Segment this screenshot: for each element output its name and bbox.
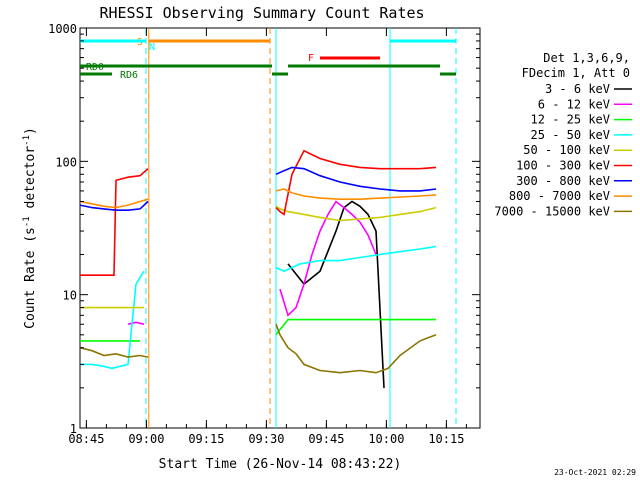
- legend-label-7: 800 - 7000 keV: [509, 189, 610, 203]
- series-7-segment-1: [275, 188, 437, 200]
- y-label-part-1: Count Rate (s: [23, 227, 38, 329]
- legend-label-8: 7000 - 15000 keV: [494, 204, 610, 218]
- x-tick-label-6: 10:15: [428, 432, 464, 446]
- x-tick-label-4: 09:45: [308, 432, 344, 446]
- bars-and-markers: SNFRD0RD6: [80, 28, 457, 428]
- series-2-segment-1: [275, 318, 436, 336]
- x-tick-label-2: 09:15: [188, 432, 224, 446]
- y-label-part-2: detector: [23, 146, 38, 217]
- series-layer: [79, 149, 437, 388]
- series-5-segment-1: [275, 149, 437, 216]
- legend-label-1: 6 - 12 keV: [538, 97, 610, 111]
- status-label-f: F: [308, 53, 314, 64]
- series-5-segment-0: [80, 168, 149, 277]
- y-tick-label-1: 10: [63, 289, 77, 303]
- legend-label-5: 100 - 300 keV: [516, 159, 610, 173]
- series-0-segment-0: [287, 200, 385, 388]
- footer-timestamp: 23-Oct-2021 02:29: [554, 468, 636, 477]
- x-tick-label-1: 09:00: [128, 432, 164, 446]
- x-tick-label-5: 10:00: [368, 432, 404, 446]
- legend-label-2: 12 - 25 keV: [531, 113, 610, 127]
- series-3-segment-1: [275, 245, 437, 273]
- series-1-segment-1: [279, 200, 377, 317]
- y-label-sup-2: -1: [22, 135, 32, 146]
- y-tick-label-3: 1000: [48, 22, 77, 36]
- y-label-sup-1: -1: [22, 216, 32, 227]
- chart-title: RHESSI Observing Summary Count Rates: [99, 4, 424, 22]
- y-axis-label: Count Rate (s-1 detector-1): [22, 127, 38, 329]
- status-label-n: N: [149, 42, 155, 53]
- x-tick-label-0: 08:45: [68, 432, 104, 446]
- legend-header-line-1: Det 1,3,6,9,: [543, 51, 630, 65]
- y-label-part-3: ): [23, 127, 38, 135]
- plot-frame: [79, 27, 481, 429]
- series-8-segment-0: [79, 346, 149, 358]
- x-axis-label: Start Time (26-Nov-14 08:43:22): [159, 457, 402, 472]
- status-label-rd0: RD0: [86, 62, 104, 73]
- x-tick-label-3: 09:30: [248, 432, 284, 446]
- legend-label-4: 50 - 100 keV: [523, 143, 610, 157]
- legend: Det 1,3,6,9, FDecim 1, Att 0 3 - 6 keV6 …: [494, 51, 632, 218]
- legend-label-0: 3 - 6 keV: [545, 82, 610, 96]
- axes: 08:45 09:00 09:15 09:30 09:45 10:00 10:15 1 10 10…: [48, 22, 480, 446]
- y-tick-label-2: 100: [55, 155, 77, 169]
- svg-text:Count Rate (s-1 detector-1): Count Rate (s-1 detector-1): [22, 127, 38, 329]
- legend-label-3: 25 - 50 keV: [531, 128, 610, 142]
- series-6-segment-1: [275, 166, 437, 192]
- legend-header-line-2: FDecim 1, Att 0: [522, 66, 630, 80]
- legend-label-6: 300 - 800 keV: [516, 174, 610, 188]
- series-6-segment-0: [79, 200, 149, 211]
- series-7-segment-0: [79, 198, 149, 209]
- series-1-segment-0: [127, 321, 145, 325]
- status-label-rd6: RD6: [120, 70, 138, 81]
- series-8-segment-1: [275, 323, 437, 374]
- series-3-segment-0: [80, 270, 145, 370]
- y-tick-label-0: 1: [70, 422, 77, 436]
